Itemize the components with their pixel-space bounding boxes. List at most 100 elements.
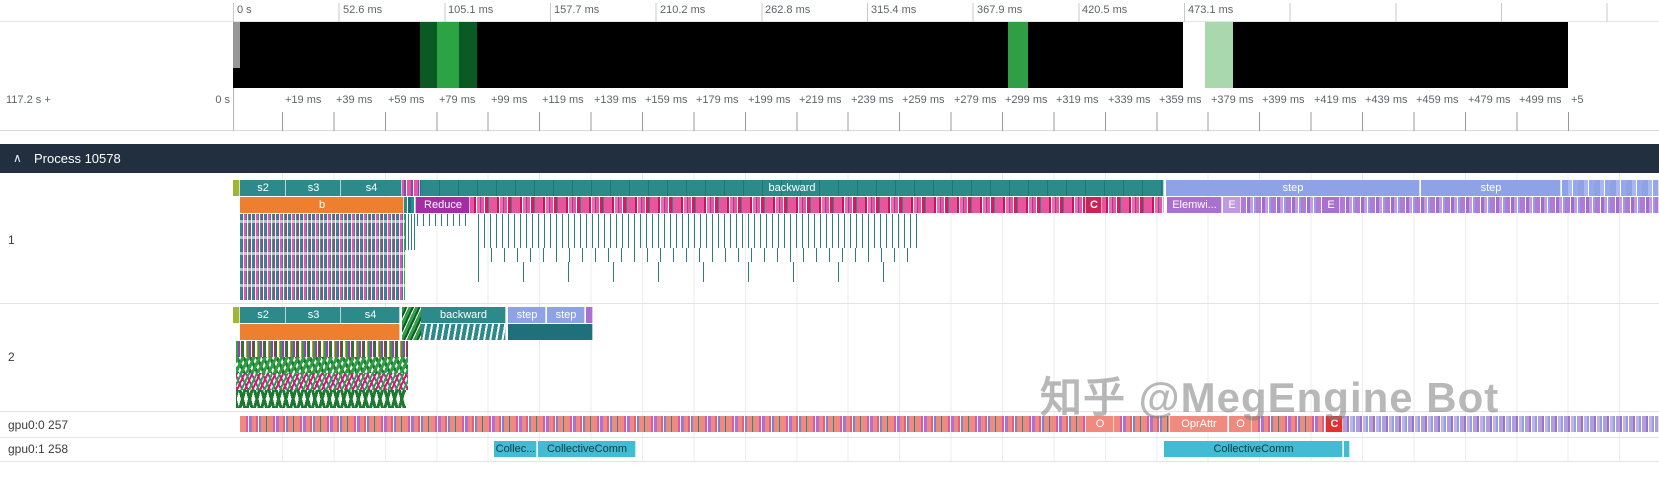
ruler-offset-label: 117.2 s + bbox=[6, 94, 51, 106]
minimap-drag-handle[interactable] bbox=[233, 22, 240, 68]
gpu-slice-cluster[interactable] bbox=[240, 416, 1086, 432]
slice-o[interactable]: O bbox=[1229, 416, 1252, 432]
ruler-origin-tick bbox=[233, 88, 234, 131]
ruler-label: 315.4 ms bbox=[871, 4, 917, 16]
slice-step[interactable]: step bbox=[1166, 180, 1420, 196]
ruler-label: +419 ms bbox=[1314, 94, 1357, 106]
timeline-overview-minimap[interactable] bbox=[0, 22, 1659, 88]
slice-small[interactable] bbox=[233, 180, 240, 196]
ruler-label: 157.7 ms bbox=[554, 4, 600, 16]
slice-e[interactable]: E bbox=[1322, 197, 1340, 213]
slice-cluster[interactable] bbox=[1340, 197, 1659, 213]
ruler-label: +79 ms bbox=[439, 94, 476, 106]
track-divider bbox=[0, 411, 1659, 412]
slice-step[interactable]: step bbox=[547, 307, 585, 323]
zoom-time-ruler[interactable]: 117.2 s + 0 s +19 ms +39 ms +59 ms +79 m… bbox=[0, 88, 1659, 131]
callstack-dense-region[interactable] bbox=[240, 214, 405, 300]
minimap-gap bbox=[1183, 22, 1205, 88]
slice-c[interactable]: C bbox=[1326, 416, 1343, 432]
ruler-label: +239 ms bbox=[851, 94, 894, 106]
ruler-label: 473.1 ms bbox=[1188, 4, 1234, 16]
process-header[interactable]: ∧ Process 10578 bbox=[0, 144, 1659, 173]
minimap-activity-green-bright bbox=[437, 22, 459, 88]
ruler-label: +199 ms bbox=[748, 94, 791, 106]
slice-cluster[interactable] bbox=[421, 324, 506, 340]
slice-oprattr[interactable]: OprAttr bbox=[1170, 416, 1228, 432]
ruler-label: 367.9 ms bbox=[977, 4, 1023, 16]
minimap-activity-green-pale bbox=[1205, 22, 1233, 88]
slice-b2[interactable] bbox=[240, 324, 400, 340]
slice-cluster[interactable] bbox=[1241, 197, 1322, 213]
ruler-label: +499 ms bbox=[1519, 94, 1562, 106]
minimap-activity-green bbox=[1008, 22, 1028, 88]
slice-step[interactable]: step bbox=[508, 307, 546, 323]
ruler-label: +319 ms bbox=[1056, 94, 1099, 106]
slice-backward[interactable]: backward bbox=[421, 307, 506, 323]
callstack-dense-region[interactable] bbox=[417, 214, 470, 226]
slice-small[interactable] bbox=[508, 324, 593, 340]
callstack-zigzag-region[interactable] bbox=[236, 390, 406, 408]
slice-collectivecomm[interactable]: CollectiveComm bbox=[538, 441, 636, 457]
slice-step[interactable]: step bbox=[1421, 180, 1561, 196]
slice-s4[interactable]: s4 bbox=[341, 180, 402, 196]
callstack-comb-region[interactable] bbox=[478, 214, 920, 248]
gpu-slice-cluster[interactable] bbox=[1252, 416, 1326, 432]
slice-c[interactable]: C bbox=[1086, 197, 1102, 213]
slice-backward[interactable]: backward bbox=[420, 180, 1164, 196]
slice-elemwise[interactable]: Elemwi... bbox=[1167, 197, 1222, 213]
callstack-dense-region[interactable] bbox=[405, 214, 416, 250]
process-title: Process 10578 bbox=[34, 151, 121, 166]
collapse-chevron-icon[interactable]: ∧ bbox=[13, 151, 22, 165]
track-divider bbox=[0, 303, 1659, 304]
track-label-gpu0-0: gpu0:0 257 bbox=[8, 418, 69, 432]
callstack-dense-region[interactable] bbox=[236, 373, 408, 390]
ruler-label: +399 ms bbox=[1262, 94, 1305, 106]
slice-cluster[interactable] bbox=[404, 197, 416, 213]
ruler-label: 210.2 ms bbox=[660, 4, 706, 16]
slice-o[interactable]: O bbox=[1086, 416, 1114, 432]
slice-s4[interactable]: s4 bbox=[341, 307, 400, 323]
slice-collectivecomm[interactable]: Collec... bbox=[494, 441, 537, 457]
track-label-thread2: 2 bbox=[8, 350, 15, 364]
ruler-label: +279 ms bbox=[954, 94, 997, 106]
slice-cluster[interactable] bbox=[470, 197, 1086, 213]
ruler-label: +59 ms bbox=[388, 94, 425, 106]
slice-cluster[interactable] bbox=[1562, 180, 1659, 196]
slice-small[interactable] bbox=[586, 307, 593, 323]
ruler-label: +359 ms bbox=[1159, 94, 1202, 106]
minimap-trace-band[interactable] bbox=[233, 22, 1568, 88]
ruler-label: 420.5 ms bbox=[1082, 4, 1128, 16]
ruler-label: +5 bbox=[1571, 94, 1584, 106]
callstack-dense-region[interactable] bbox=[236, 341, 408, 357]
global-time-ruler[interactable]: 0 s 52.6 ms 105.1 ms 157.7 ms 210.2 ms 2… bbox=[0, 0, 1659, 22]
slice-small[interactable] bbox=[233, 307, 240, 323]
ruler-label: +179 ms bbox=[696, 94, 739, 106]
slice-small[interactable] bbox=[1344, 441, 1350, 457]
ruler-label: +259 ms bbox=[902, 94, 945, 106]
slice-collectivecomm[interactable]: CollectiveComm bbox=[1164, 441, 1343, 457]
callstack-dense-region[interactable] bbox=[236, 357, 408, 373]
ruler-label: +339 ms bbox=[1108, 94, 1151, 106]
callstack-comb-region[interactable] bbox=[478, 248, 920, 262]
global-ruler-ticks bbox=[233, 3, 1659, 22]
slice-reduce[interactable]: Reduce bbox=[416, 197, 470, 213]
slice-s3[interactable]: s3 bbox=[286, 180, 341, 196]
slice-cluster[interactable] bbox=[402, 180, 420, 196]
slice-s3[interactable]: s3 bbox=[286, 307, 341, 323]
slice-b[interactable]: b bbox=[240, 197, 404, 213]
track-label-gpu0-1: gpu0:1 258 bbox=[8, 442, 69, 456]
ruler-label: +39 ms bbox=[336, 94, 373, 106]
gpu-slice-cluster[interactable] bbox=[1343, 416, 1659, 432]
slice-cluster[interactable] bbox=[1102, 197, 1164, 213]
callstack-comb-region[interactable] bbox=[478, 262, 920, 282]
ruler-label: +19 ms bbox=[285, 94, 322, 106]
slice-cluster-green[interactable] bbox=[402, 307, 421, 340]
slice-s2[interactable]: s2 bbox=[240, 180, 286, 196]
ruler-label: 0 s bbox=[237, 4, 252, 16]
gpu-slice-cluster[interactable] bbox=[1114, 416, 1170, 432]
ruler-label: +159 ms bbox=[645, 94, 688, 106]
slice-s2[interactable]: s2 bbox=[240, 307, 286, 323]
ruler-label: +219 ms bbox=[799, 94, 842, 106]
slice-e[interactable]: E bbox=[1223, 197, 1241, 213]
